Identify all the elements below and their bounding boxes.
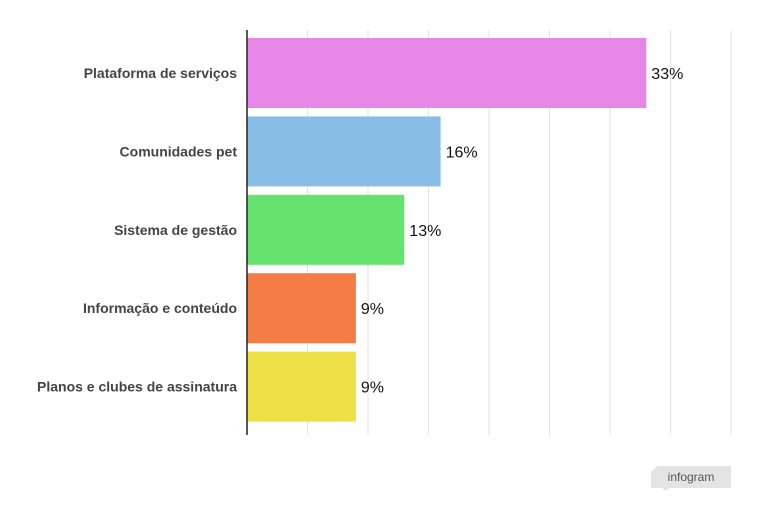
bar[interactable] [247, 273, 356, 344]
category-label: Informação e conteúdo [83, 300, 237, 316]
category-labels: Plataforma de serviços Comunidades pet Sis… [37, 65, 237, 395]
value-labels: 33% 16% 13% 9% 9% [361, 66, 683, 397]
category-label: Sistema de gestão [114, 222, 237, 238]
bar[interactable] [247, 194, 405, 265]
value-label: 9% [361, 380, 384, 397]
category-label: Planos e clubes de assinatura [37, 379, 237, 395]
value-label: 16% [446, 144, 478, 161]
bar[interactable] [247, 38, 647, 108]
value-label: 33% [651, 66, 683, 83]
logo-badge-shape [651, 466, 731, 490]
bar[interactable] [247, 351, 356, 422]
logo-text: infogram [667, 470, 715, 484]
value-label: 9% [361, 301, 384, 318]
category-label: Comunidades pet [120, 143, 238, 159]
infogram-logo[interactable]: infogram [651, 466, 731, 490]
value-label: 13% [409, 223, 441, 240]
bars [247, 38, 647, 422]
bar[interactable] [247, 116, 441, 187]
category-label: Plataforma de serviços [84, 65, 238, 81]
